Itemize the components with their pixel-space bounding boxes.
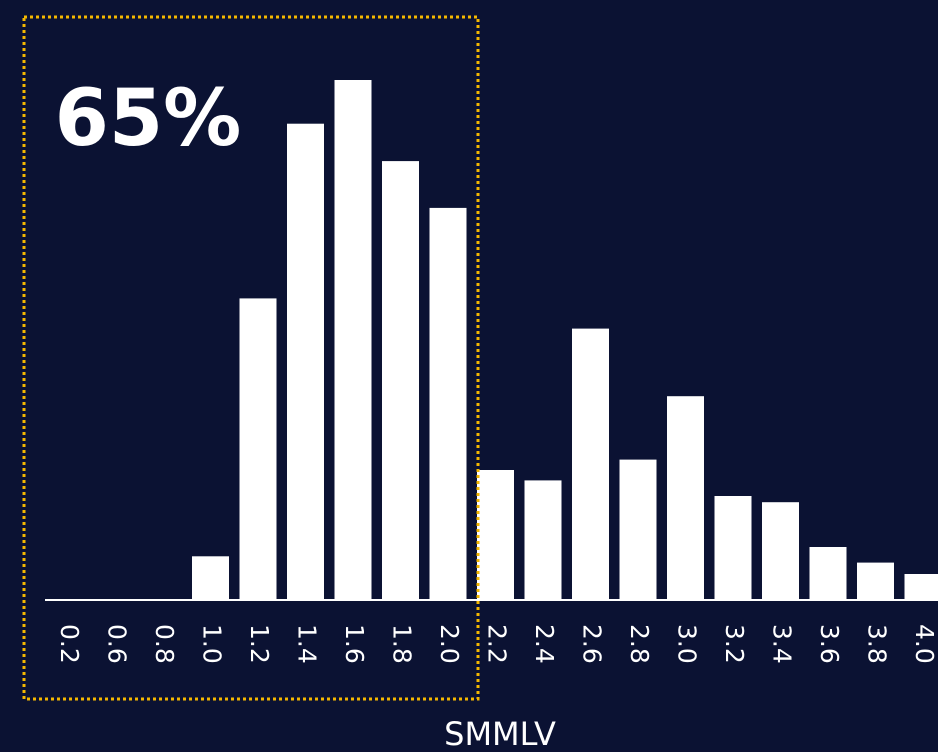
highlight-box xyxy=(22,15,480,701)
x-tick-label: 0.6 xyxy=(103,624,132,664)
bar-3.2 xyxy=(714,496,752,600)
bar-3.4 xyxy=(762,502,799,600)
x-tick-label: 1.8 xyxy=(388,624,417,664)
x-tick-label: 2.0 xyxy=(435,624,464,664)
x-tick-label: 1.2 xyxy=(245,624,274,664)
bar-2.6 xyxy=(572,328,609,600)
x-tick-label: 2.6 xyxy=(578,624,607,664)
x-tick-label: 2.8 xyxy=(625,624,654,664)
bar-2.8 xyxy=(619,459,657,600)
x-tick-label: 3.8 xyxy=(863,624,892,664)
x-tick-label: 3.4 xyxy=(768,624,797,664)
bar-1.6 xyxy=(334,80,372,600)
x-tick-label: 1.4 xyxy=(293,624,322,664)
bar-2.0 xyxy=(429,207,467,600)
x-tick-label: 3.6 xyxy=(815,624,844,664)
x-tick-label: 0.8 xyxy=(150,624,179,664)
bar-3.6 xyxy=(809,547,847,600)
x-tick-labels: 0.2 0.6 0.8 1.0 1.2 1.4 1.6 1.8 2.0 2.2 2.4 2.6 2.8 3… xyxy=(55,624,938,664)
bar-1.8 xyxy=(382,161,419,600)
x-axis-title: SMMLV xyxy=(444,715,556,752)
percentage-label: 65% xyxy=(55,74,242,164)
bar-2.2 xyxy=(477,470,514,600)
x-tick-label: 4.0 xyxy=(910,624,938,664)
bar-2.4 xyxy=(524,480,562,600)
bar-1.2 xyxy=(239,298,277,600)
bars xyxy=(192,80,938,600)
bar-4.0 xyxy=(904,574,938,600)
bar-3.8 xyxy=(857,562,894,600)
x-tick-label: 3.2 xyxy=(720,624,749,664)
x-tick-label: 2.4 xyxy=(530,624,559,664)
bar-3.0 xyxy=(667,396,704,600)
bar-1.0 xyxy=(192,556,229,600)
x-tick-label: 1.0 xyxy=(198,624,227,664)
bar-1.4 xyxy=(287,123,324,600)
x-tick-label: 0.2 xyxy=(55,624,84,664)
x-tick-label: 3.0 xyxy=(673,624,702,664)
x-tick-label: 2.2 xyxy=(483,624,512,664)
x-tick-label: 1.6 xyxy=(340,624,369,664)
